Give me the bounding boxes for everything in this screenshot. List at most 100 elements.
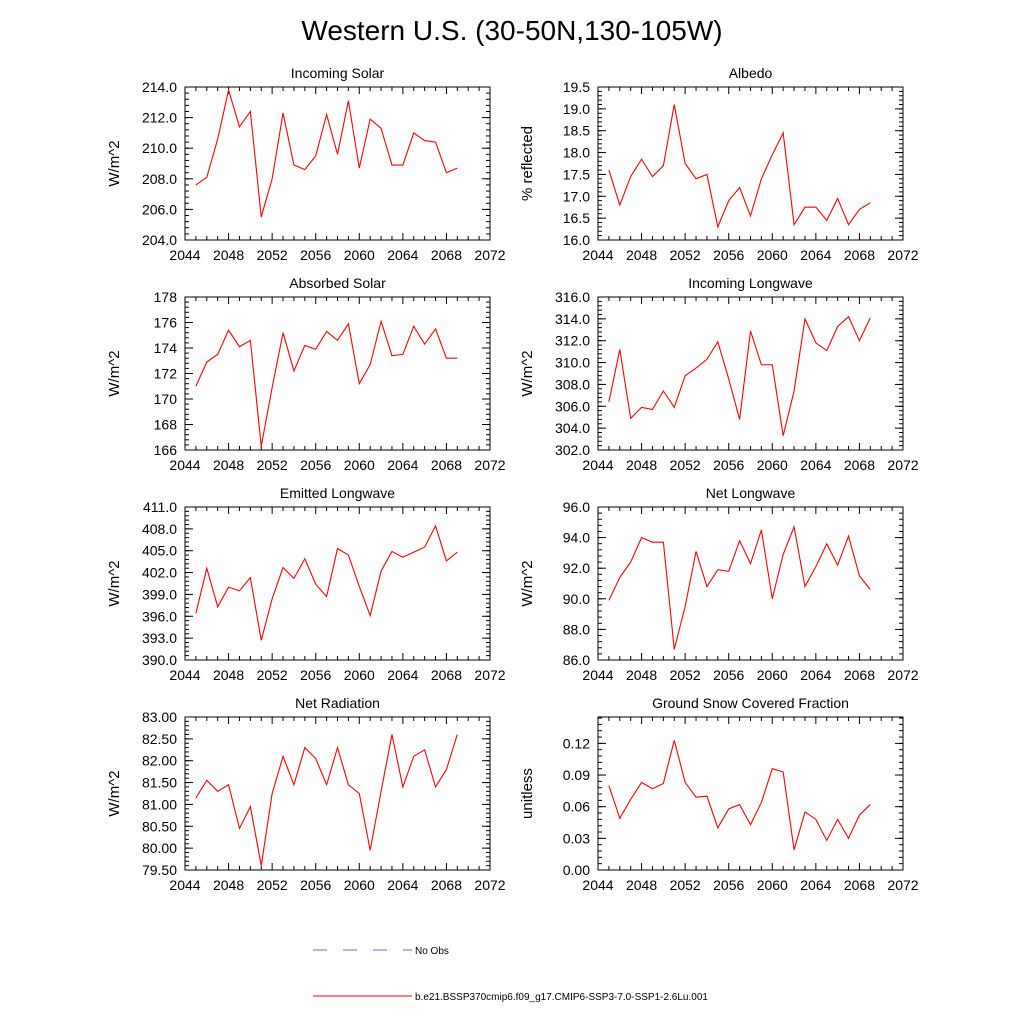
x-tick-label: 2044 bbox=[582, 247, 613, 263]
x-tick-label: 2052 bbox=[670, 457, 701, 473]
panel-title: Albedo bbox=[729, 65, 773, 81]
x-tick-label: 2072 bbox=[474, 457, 505, 473]
series-line bbox=[608, 104, 871, 229]
y-axis-label: % reflected bbox=[519, 126, 536, 201]
y-tick-label: 79.50 bbox=[142, 862, 177, 878]
panel-title: Incoming Longwave bbox=[688, 275, 813, 291]
x-tick-label: 2056 bbox=[713, 457, 744, 473]
y-tick-label: 168 bbox=[154, 417, 178, 433]
x-tick-label: 2072 bbox=[887, 457, 918, 473]
x-tick-label: 2064 bbox=[800, 457, 831, 473]
y-tick-label: 18.5 bbox=[563, 123, 590, 139]
y-tick-label: 88.0 bbox=[563, 621, 590, 637]
series-line bbox=[608, 315, 871, 436]
y-tick-label: 176 bbox=[154, 315, 178, 331]
x-tick-label: 2044 bbox=[582, 457, 613, 473]
x-tick-label: 2064 bbox=[800, 247, 831, 263]
y-tick-label: 411.0 bbox=[143, 499, 177, 515]
x-tick-label: 2052 bbox=[257, 667, 288, 683]
figure-title: Western U.S. (30-50N,130-105W) bbox=[301, 15, 722, 46]
y-axis-label: unitless bbox=[519, 768, 536, 819]
x-tick-label: 2060 bbox=[344, 877, 375, 893]
legend-obs-label: No Obs bbox=[415, 946, 449, 957]
x-tick-label: 2048 bbox=[626, 667, 657, 683]
y-tick-label: 399.0 bbox=[142, 586, 177, 602]
y-tick-label: 82.50 bbox=[142, 731, 177, 747]
x-tick-label: 2044 bbox=[169, 877, 200, 893]
y-tick-label: 314.0 bbox=[555, 311, 590, 327]
x-tick-label: 2048 bbox=[213, 247, 244, 263]
y-tick-label: 0.12 bbox=[563, 735, 590, 751]
y-tick-label: 312.0 bbox=[555, 333, 590, 349]
y-tick-label: 81.00 bbox=[142, 796, 177, 812]
plot-frame bbox=[597, 296, 904, 451]
x-tick-label: 2048 bbox=[213, 877, 244, 893]
legend: No Obs b.e21.BSSP370cmip6.f09_g17.CMIP6-… bbox=[313, 946, 708, 1003]
y-tick-label: 204.0 bbox=[142, 232, 177, 248]
panel-title: Absorbed Solar bbox=[289, 275, 386, 291]
x-tick-label: 2060 bbox=[757, 667, 788, 683]
x-tick-label: 2056 bbox=[300, 247, 331, 263]
panel-1: 2044 2048 2052 2056 2060 2064 2068 2072 16.0 16.5… bbox=[519, 65, 919, 263]
y-tick-label: 17.5 bbox=[563, 166, 590, 182]
y-tick-label: 18.0 bbox=[563, 145, 590, 161]
legend-model-label: b.e21.BSSP370cmip6.f09_g17.CMIP6-SSP3-7.… bbox=[415, 992, 708, 1003]
x-tick-label: 2048 bbox=[213, 667, 244, 683]
y-axis-label: W/m^2 bbox=[519, 350, 536, 396]
y-tick-label: 408.0 bbox=[142, 521, 177, 537]
y-tick-label: 170 bbox=[154, 391, 178, 407]
y-tick-label: 16.0 bbox=[563, 232, 590, 248]
x-tick-label: 2060 bbox=[344, 667, 375, 683]
y-tick-label: 0.09 bbox=[563, 767, 590, 783]
y-tick-label: 174 bbox=[154, 340, 178, 356]
x-tick-label: 2052 bbox=[257, 247, 288, 263]
panel-2: 2044 2048 2052 2056 2060 2064 2068 2072 166 168 17… bbox=[106, 275, 506, 473]
y-tick-label: 172 bbox=[154, 366, 178, 382]
y-tick-label: 396.0 bbox=[142, 608, 177, 624]
plot-frame bbox=[184, 86, 491, 241]
x-tick-label: 2048 bbox=[626, 457, 657, 473]
x-tick-label: 2060 bbox=[344, 247, 375, 263]
y-tick-label: 178 bbox=[154, 289, 178, 305]
y-tick-label: 80.00 bbox=[142, 840, 177, 856]
panel-title: Incoming Solar bbox=[291, 65, 385, 81]
y-tick-label: 86.0 bbox=[563, 652, 590, 668]
panel-7: 2044 2048 2052 2056 2060 2064 2068 2072 0.00 0.03… bbox=[519, 695, 919, 893]
y-tick-label: 304.0 bbox=[555, 420, 590, 436]
x-tick-label: 2068 bbox=[431, 877, 462, 893]
panel-0: 2044 2048 2052 2056 2060 2064 2068 2072 204.0 206… bbox=[106, 65, 506, 263]
panel-3: 2044 2048 2052 2056 2060 2064 2068 2072 302.0 304… bbox=[519, 275, 919, 473]
series-line bbox=[608, 740, 871, 851]
x-tick-label: 2060 bbox=[757, 247, 788, 263]
x-tick-label: 2072 bbox=[474, 877, 505, 893]
x-tick-label: 2060 bbox=[344, 457, 375, 473]
x-tick-label: 2068 bbox=[844, 247, 875, 263]
x-tick-label: 2044 bbox=[169, 247, 200, 263]
y-tick-label: 0.03 bbox=[563, 830, 590, 846]
y-tick-label: 0.00 bbox=[563, 862, 590, 878]
panel-title: Emitted Longwave bbox=[280, 485, 395, 501]
y-tick-label: 306.0 bbox=[555, 398, 590, 414]
x-tick-label: 2056 bbox=[713, 877, 744, 893]
panel-title: Net Longwave bbox=[706, 485, 796, 501]
series-line bbox=[195, 87, 458, 218]
x-tick-label: 2072 bbox=[887, 877, 918, 893]
x-tick-label: 2072 bbox=[887, 247, 918, 263]
y-tick-label: 393.0 bbox=[142, 630, 177, 646]
series-line bbox=[195, 734, 458, 866]
x-tick-label: 2048 bbox=[626, 877, 657, 893]
panels: 2044 2048 2052 2056 2060 2064 2068 2072 204.0 206… bbox=[106, 65, 919, 893]
y-axis-label: W/m^2 bbox=[106, 770, 123, 816]
x-tick-label: 2068 bbox=[431, 457, 462, 473]
series-line bbox=[195, 319, 458, 447]
x-tick-label: 2060 bbox=[757, 877, 788, 893]
y-tick-label: 308.0 bbox=[555, 376, 590, 392]
x-tick-label: 2064 bbox=[800, 667, 831, 683]
y-tick-label: 16.5 bbox=[563, 210, 590, 226]
y-tick-label: 212.0 bbox=[142, 110, 177, 126]
panel-4: 2044 2048 2052 2056 2060 2064 2068 2072 390.0 393… bbox=[106, 485, 506, 683]
x-tick-label: 2056 bbox=[300, 667, 331, 683]
x-tick-label: 2064 bbox=[387, 877, 418, 893]
plot-frame bbox=[184, 506, 491, 661]
y-tick-label: 0.06 bbox=[563, 799, 590, 815]
